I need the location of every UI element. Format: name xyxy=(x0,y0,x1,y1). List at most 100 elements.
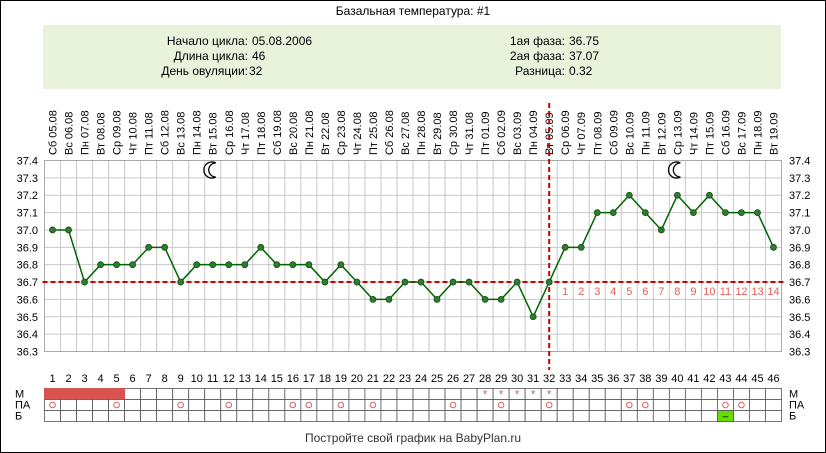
row-cell xyxy=(412,410,430,422)
date-label: Чт 24.08 xyxy=(352,112,364,155)
row-cell xyxy=(284,388,302,400)
y-tick-label-right: 36.9 xyxy=(789,242,810,254)
plot-border xyxy=(44,160,782,352)
cycle-info-panel: Начало цикла: 05.08.2006 Длина цикла: 46… xyxy=(43,25,781,89)
row-cell xyxy=(636,399,654,411)
cycle-start-label: Начало цикла: xyxy=(166,34,248,48)
y-tick-label-left: 37.2 xyxy=(17,190,38,202)
row-cell xyxy=(749,410,766,422)
temperature-point xyxy=(369,296,377,303)
temperature-point xyxy=(641,209,649,216)
y-tick-label-right: 37.4 xyxy=(789,156,810,168)
row-cell xyxy=(268,410,286,422)
date-label: Пн 14.08 xyxy=(192,110,204,155)
row-cell xyxy=(140,410,158,422)
y-tick-label-left: 36.3 xyxy=(17,347,38,359)
day-number: 41 xyxy=(687,373,699,385)
temperature-point xyxy=(193,261,201,269)
pa-circle xyxy=(305,401,313,409)
y-tick-label-right: 36.6 xyxy=(789,294,810,306)
row-cell xyxy=(124,410,142,422)
row-cell xyxy=(268,399,286,411)
row-cell xyxy=(124,399,142,411)
row-label-left: М xyxy=(15,389,24,401)
date-label: Ср 30.08 xyxy=(448,110,460,155)
day-number: 46 xyxy=(767,373,779,385)
star-mark: * xyxy=(515,388,520,402)
day-number: 27 xyxy=(463,373,475,385)
temperature-point xyxy=(497,296,505,303)
row-cell xyxy=(380,410,398,422)
temperature-point xyxy=(337,261,345,269)
day-number: 32 xyxy=(543,373,555,385)
row-cell xyxy=(236,410,254,422)
date-label: Вс 17.09 xyxy=(736,112,748,155)
row-cell xyxy=(140,388,158,400)
row-cell xyxy=(188,399,206,411)
phase2-day-number: 3 xyxy=(594,286,600,298)
row-cell xyxy=(540,410,558,422)
row-cell xyxy=(108,399,126,411)
temperature-point xyxy=(529,313,537,321)
temperature-point xyxy=(545,278,553,286)
phase2-day-number: 1 xyxy=(562,286,568,298)
row-cell xyxy=(364,399,382,411)
row-cell xyxy=(364,410,382,422)
date-label: Пт 18.08 xyxy=(256,111,268,155)
y-tick-label-left: 36.9 xyxy=(17,242,38,254)
day-number: 42 xyxy=(703,373,715,385)
row-cell xyxy=(220,388,238,400)
date-label: Вт 19.09 xyxy=(768,112,780,155)
pa-circle xyxy=(449,401,457,409)
pa-circle xyxy=(738,401,745,409)
star-mark: * xyxy=(483,388,488,402)
row-cell xyxy=(540,399,558,411)
day-number: 26 xyxy=(447,373,459,385)
row-cell xyxy=(44,399,61,411)
row-cell xyxy=(172,410,190,422)
date-label: Вс 13.08 xyxy=(176,112,188,155)
day-number: 18 xyxy=(319,373,331,385)
row-cell xyxy=(476,399,494,411)
footer-link[interactable]: Постройте свой график на BabyPlan.ru xyxy=(304,431,522,445)
menses-cell xyxy=(44,388,61,400)
date-label: Сб 05.08 xyxy=(48,110,60,155)
row-cell xyxy=(652,399,670,411)
row-cell xyxy=(620,388,638,400)
date-label: Пн 28.08 xyxy=(416,110,428,155)
row-cell xyxy=(60,399,77,411)
temperature-point xyxy=(738,209,745,216)
date-label: Вс 06.08 xyxy=(64,112,76,155)
temperature-point xyxy=(129,261,137,269)
row-cell xyxy=(252,410,270,422)
row-cell xyxy=(460,399,478,411)
row-cell xyxy=(460,388,478,400)
row-label-right: М xyxy=(789,389,798,401)
day-number: 4 xyxy=(98,373,104,385)
row-cell xyxy=(396,410,414,422)
date-label: Пт 01.09 xyxy=(480,111,492,155)
row-cell xyxy=(733,410,750,422)
difference-label: Разница: xyxy=(515,64,565,78)
y-tick-label-left: 37.0 xyxy=(17,225,38,237)
row-cell xyxy=(636,410,654,422)
date-label: Вс 10.09 xyxy=(624,112,636,155)
row-cell xyxy=(284,399,302,411)
y-tick-label-right: 36.8 xyxy=(789,260,810,272)
day-number: 2 xyxy=(65,373,71,385)
date-label: Вт 29.08 xyxy=(432,112,444,155)
y-tick-label-right: 36.3 xyxy=(789,347,810,359)
pa-circle xyxy=(497,401,505,409)
pa-circle xyxy=(625,401,633,409)
y-tick-label-left: 36.6 xyxy=(17,294,38,306)
pa-circle xyxy=(369,401,377,409)
row-cell xyxy=(444,410,462,422)
row-cell xyxy=(316,410,334,422)
row-cell xyxy=(92,410,109,422)
day-number: 39 xyxy=(655,373,667,385)
row-cell xyxy=(492,410,510,422)
y-tick-label-right: 37.1 xyxy=(789,208,810,220)
menses-cell xyxy=(60,388,77,400)
temperature-line xyxy=(52,193,775,319)
date-label: Пт 25.08 xyxy=(368,111,380,155)
